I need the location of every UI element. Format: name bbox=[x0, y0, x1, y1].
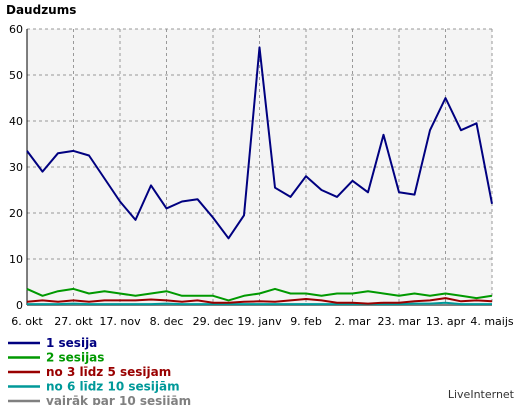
series-line-3 bbox=[27, 301, 492, 306]
y-tick-label: 20 bbox=[9, 207, 23, 220]
y-axis-title: Daudzums bbox=[6, 3, 76, 17]
series-line-0 bbox=[26, 46, 493, 240]
y-tick-label: 30 bbox=[9, 161, 23, 174]
y-tick-label: 0 bbox=[16, 299, 23, 312]
series-lines bbox=[26, 46, 493, 306]
x-tick-label: 13. apr bbox=[426, 315, 466, 328]
y-tick-label: 40 bbox=[9, 115, 23, 128]
y-tick-labels: 0 10 20 30 40 50 60 bbox=[9, 23, 23, 312]
x-tick-label: 9. feb bbox=[290, 315, 322, 328]
x-tick-label: 27. okt bbox=[54, 315, 93, 328]
x-tick-label: 8. dec bbox=[150, 315, 184, 328]
x-tick-label: 2. mar bbox=[335, 315, 371, 328]
x-tick-label: 29. dec bbox=[193, 315, 234, 328]
legend-label: no 6 līdz 10 sesijām bbox=[46, 380, 180, 394]
legend-label: 1 sesija bbox=[46, 336, 97, 350]
legend-label: vairāk par 10 sesijām bbox=[46, 394, 191, 405]
x-tick-label: 4. maijs bbox=[470, 315, 514, 328]
y-tick-label: 50 bbox=[9, 69, 23, 82]
series-line-2 bbox=[26, 297, 493, 305]
y-tick-label: 10 bbox=[9, 253, 23, 266]
series-line-1 bbox=[26, 287, 493, 302]
x-tick-label: 6. okt bbox=[11, 315, 43, 328]
x-tick-labels: 6. okt 27. okt 17. nov 8. dec 29. dec 19. jan… bbox=[11, 315, 514, 328]
legend-label: no 3 līdz 5 sesijam bbox=[46, 365, 171, 379]
x-tick-label: 23. mar bbox=[378, 315, 421, 328]
x-tick-label: 19. janv bbox=[237, 315, 282, 328]
legend-label: 2 sesijas bbox=[46, 351, 104, 365]
x-tick-label: 17. nov bbox=[99, 315, 141, 328]
y-tick-label: 60 bbox=[9, 23, 23, 36]
brand-label: LiveInternet bbox=[448, 388, 515, 401]
